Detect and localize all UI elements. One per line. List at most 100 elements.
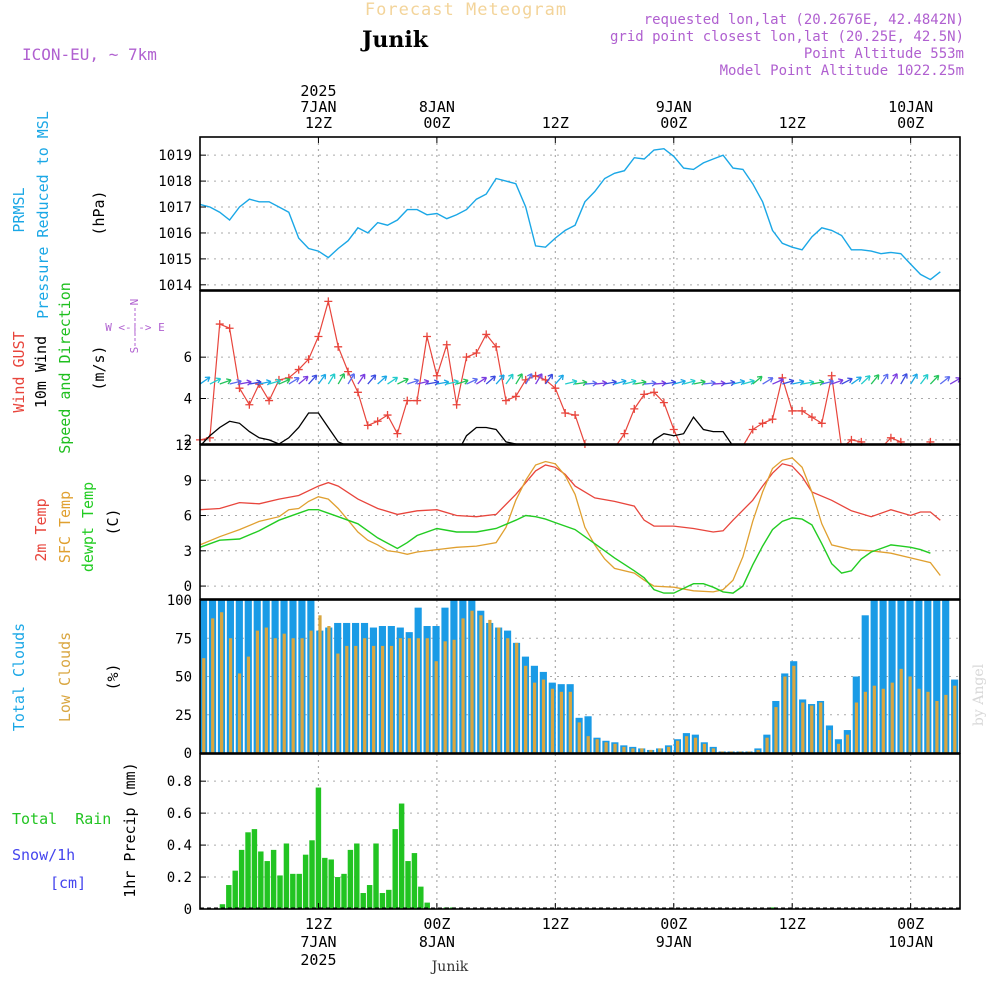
low-cloud-bar xyxy=(354,645,358,753)
y-tick-label: 0.2 xyxy=(167,870,192,886)
gust-marker xyxy=(294,365,303,374)
low-cloud-bar xyxy=(684,736,689,753)
wind-arrow xyxy=(446,380,459,385)
wind-arrow-head xyxy=(828,378,834,386)
gust-marker xyxy=(768,415,777,424)
low-cloud-bar xyxy=(220,612,224,753)
rain-bar xyxy=(341,873,347,909)
gust-marker xyxy=(788,406,797,415)
low-cloud-bar xyxy=(255,630,260,753)
wind-arrow xyxy=(732,380,745,385)
wind-arrow-head xyxy=(778,377,785,384)
x-tick-label-top: 2025 xyxy=(300,82,336,100)
low-cloud-bar xyxy=(890,682,894,753)
gust-marker xyxy=(462,353,471,362)
wind-arrow xyxy=(673,380,686,385)
temp-dewpt-line xyxy=(199,509,931,594)
rain-bar xyxy=(270,849,277,909)
pressure-line xyxy=(199,147,941,281)
wind-arrow xyxy=(288,377,300,385)
rain-bar xyxy=(347,849,354,909)
wind-arrow xyxy=(456,379,469,385)
gust-marker xyxy=(650,388,659,397)
gust-marker xyxy=(847,435,856,444)
low-cloud-bar xyxy=(854,702,859,753)
gust-marker xyxy=(620,429,629,438)
low-cloud-bar xyxy=(604,742,608,753)
low-cloud-bar xyxy=(532,682,537,753)
wind-arrow-head xyxy=(490,375,496,382)
rain-bar xyxy=(232,870,238,909)
x-tick-label-top: 10JAN xyxy=(888,98,933,116)
wind-arrow xyxy=(821,380,834,385)
total-cloud-bar xyxy=(942,600,950,753)
rain-bar xyxy=(411,853,418,909)
low-cloud-bar xyxy=(389,645,394,753)
rain-bar xyxy=(245,832,251,909)
y-tick-label: 1014 xyxy=(158,278,192,294)
y-tick-label: 100 xyxy=(167,593,192,609)
wind-arrow-head xyxy=(339,373,346,379)
low-cloud-bar xyxy=(541,679,546,753)
wind-arrow xyxy=(505,373,514,385)
wind-arrow xyxy=(604,381,617,385)
gust-marker xyxy=(403,396,412,405)
low-cloud-bar xyxy=(291,638,295,753)
y-tick-label: 0 xyxy=(184,579,192,595)
wind-arrow xyxy=(713,382,726,385)
wind-arrow xyxy=(594,382,607,385)
wind-arrow-head xyxy=(902,373,908,379)
y-tick-label: 12 xyxy=(175,438,192,454)
wind-arrow xyxy=(476,377,487,385)
rain-bar xyxy=(379,893,386,909)
low-cloud-bar xyxy=(667,746,671,753)
low-cloud-bar xyxy=(756,749,760,753)
wind-arrow xyxy=(298,375,309,385)
gust-marker xyxy=(353,388,362,397)
gust-marker xyxy=(492,342,501,351)
gust-marker xyxy=(423,332,432,341)
total-cloud-bar xyxy=(879,600,887,753)
x-tick-label-bottom: 7JAN xyxy=(300,933,336,951)
low-cloud-bar xyxy=(372,645,376,753)
wind-arrow-head xyxy=(547,373,554,380)
low-cloud-bar xyxy=(327,626,331,753)
wind-arrow xyxy=(624,380,637,385)
wind-arrow xyxy=(466,378,478,385)
wind-arrow-head xyxy=(320,373,327,380)
wind-arrow xyxy=(357,373,366,385)
rain-bar xyxy=(360,893,366,909)
wind-arrow-head xyxy=(266,379,272,386)
wind-arrow xyxy=(939,376,951,385)
low-cloud-bar xyxy=(783,676,787,753)
wind-arrow-head xyxy=(933,374,940,381)
wind-arrow-head xyxy=(508,373,514,380)
compass-n: N xyxy=(128,299,141,306)
x-tick-label-bottom: 2025 xyxy=(300,951,336,969)
low-cloud-bar xyxy=(479,615,483,753)
panel-frame xyxy=(199,599,961,754)
rain-bar xyxy=(238,849,245,909)
wind-arrow xyxy=(772,378,784,385)
rain-bar xyxy=(309,840,315,909)
gust-marker xyxy=(659,398,668,407)
wind-arrow xyxy=(219,379,232,385)
wind-arrow-head xyxy=(236,378,242,386)
gust-marker xyxy=(511,392,520,401)
low-cloud-bar xyxy=(461,618,465,753)
wind-arrow xyxy=(407,379,419,385)
rain-bar xyxy=(283,843,290,909)
low-cloud-bar xyxy=(908,676,912,753)
low-cloud-bar xyxy=(953,685,957,753)
y-tick-label: 0.8 xyxy=(167,774,192,790)
gust-marker xyxy=(265,396,274,405)
pressure-unit: (hPa) xyxy=(90,190,108,235)
wind-arrow-head xyxy=(517,373,523,379)
low-cloud-bar xyxy=(872,685,876,753)
total-cloud-bar xyxy=(584,716,592,753)
low-cloud-bar xyxy=(300,638,304,753)
wind-arrow xyxy=(268,379,281,385)
x-tick-label-top: 00Z xyxy=(660,114,687,132)
low-cloud-bar xyxy=(282,633,286,753)
gust-marker xyxy=(807,413,816,422)
